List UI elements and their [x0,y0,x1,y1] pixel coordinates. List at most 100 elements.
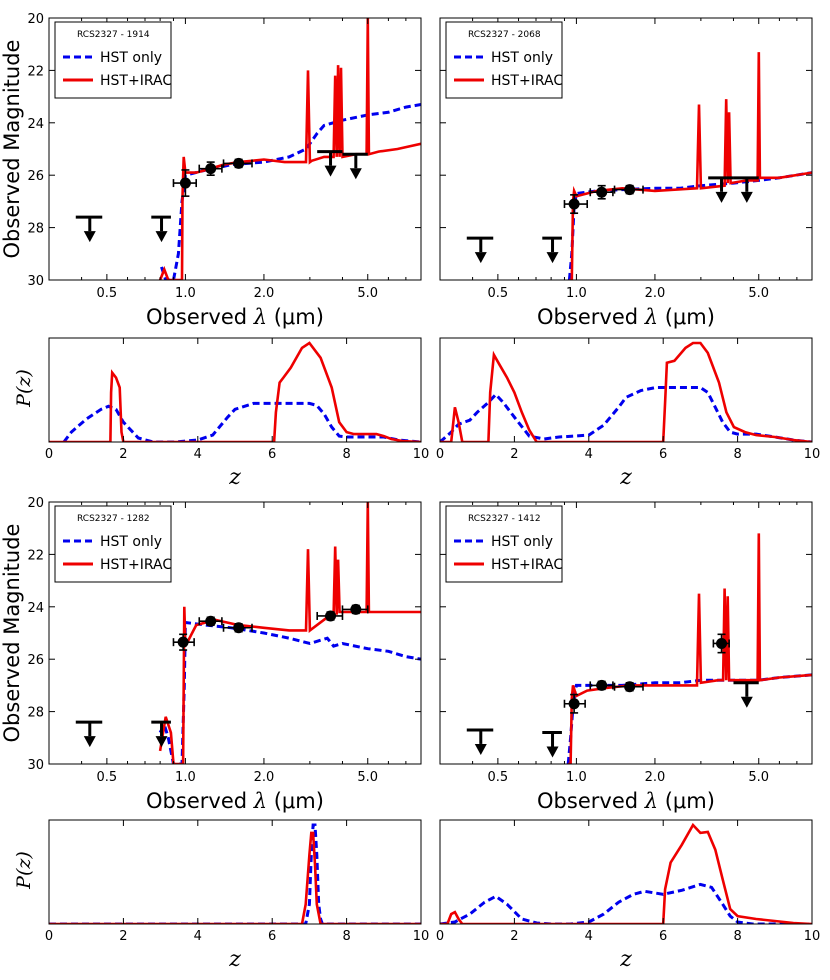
y-tick-label: 20 [27,496,44,511]
down-arrow-icon [740,696,753,708]
x-tick-label: 0 [45,447,53,462]
down-arrow-icon [740,191,753,203]
x-tick-label: 2.0 [645,286,666,301]
down-arrow-icon [155,231,168,243]
y-tick-label: 28 [27,706,44,721]
axes-frame [439,819,813,925]
x-tick-label: 1.0 [566,770,587,785]
detection-3 [316,610,344,622]
down-arrow-icon [349,168,362,180]
x-tick-label: 0.5 [488,770,509,785]
data-point [596,186,608,198]
pz-lines [440,822,812,924]
data-point [716,637,728,649]
plot-area [49,820,421,924]
x-tick-label: 10 [413,929,430,944]
upper-limit-3 [733,176,759,203]
upper-limit-1 [151,720,171,748]
x-tick-label: 2 [510,929,518,944]
plot-area [49,338,421,442]
upper-limit-2 [708,176,734,203]
pz-panel-2: 0 2 4 6 8 10 z P(z) [13,819,430,972]
y-tick-label: 20 [27,12,44,27]
upper-limit-0 [466,236,494,264]
x-tick-label: 6 [659,447,667,462]
upper-limit-1 [542,236,562,264]
down-arrow-icon [546,252,559,264]
lambda-symbol: λ [644,789,658,813]
sed-lines [75,502,421,764]
detection-2 [613,184,644,196]
detection-0 [172,633,195,651]
x-axis-label: z [228,465,241,490]
pz-lines [440,341,812,442]
pz-panel-0: 0 2 4 6 8 10 z P(z) [13,337,430,490]
upper-limit-3 [342,152,368,180]
upper-limit-1 [151,215,171,243]
axes-frame [439,501,813,765]
x-tick-label: 8 [733,929,741,944]
lambda-symbol: λ [644,305,658,329]
y-tick-label: 28 [27,222,44,237]
x-axis-label-text: Observed [146,305,254,329]
upper-limit-1 [542,731,562,758]
pz-lines [49,823,421,924]
x-tick-label: 6 [268,447,276,462]
data-point [568,698,580,710]
x-tick-label: 0.5 [97,286,118,301]
x-axis-label-text: Observed [537,305,645,329]
x-tick-label: 2 [510,447,518,462]
x-tick-label: 8 [342,929,350,944]
axes-frame [48,17,422,281]
y-axis-label: P(z) [13,369,35,408]
legend-box [445,505,563,583]
x-tick-label: 10 [413,447,430,462]
axes-frame [48,501,422,765]
lambda-symbol: λ [253,305,267,329]
y-tick-label: 22 [27,64,44,79]
x-axis-label-text: Observed [146,789,254,813]
legend-label-hst-only: HST only [100,534,162,550]
legend-label-hst-irac: HST+IRAC [491,557,563,573]
upper-limit-2 [317,150,343,177]
x-axis-label: Observed λ (μm) [146,789,324,813]
sed-lines [466,533,812,764]
legend-box [54,505,172,583]
axes-frame [48,337,422,443]
x-tick-label: 6 [659,929,667,944]
detection-1 [198,615,223,627]
x-tick-label: 8 [342,447,350,462]
legend: RCS2327 - 1412 HST only HST+IRAC [445,505,563,583]
x-tick-label: 1.0 [566,286,587,301]
x-tick-label: 6 [268,929,276,944]
detection-1 [589,184,614,200]
data-point [350,603,362,615]
sed-panel-3: 0.5 1.0 2.0 5.0 Observed λ (μm) RCS2327 - 141… [439,501,813,813]
down-arrow-icon [83,736,96,748]
x-tick-label: 2 [119,929,127,944]
x-tick-label: 0 [436,929,444,944]
data-point [205,163,217,175]
x-tick-label: 0 [45,929,53,944]
detection-2 [222,157,253,169]
legend-label-hst-only: HST only [100,50,162,66]
detection-3 [712,633,730,654]
detection-2 [613,681,644,693]
x-tick-label: 0.5 [97,770,118,785]
detection-0 [172,169,198,197]
detection-1 [589,679,614,691]
x-axis-unit: (μm) [658,789,715,813]
x-axis-label: z [619,947,632,972]
y-tick-label: 30 [27,274,44,289]
axes-frame [439,337,813,443]
x-tick-label: 1.0 [175,286,196,301]
y-axis-label: Observed Magnitude [0,40,24,259]
axes-frame [439,17,813,281]
hst-irac-line [440,341,812,442]
legend-title: RCS2327 - 2068 [468,30,541,40]
y-tick-label: 26 [27,169,44,184]
detection-0 [563,194,589,214]
legend-box [445,21,563,99]
